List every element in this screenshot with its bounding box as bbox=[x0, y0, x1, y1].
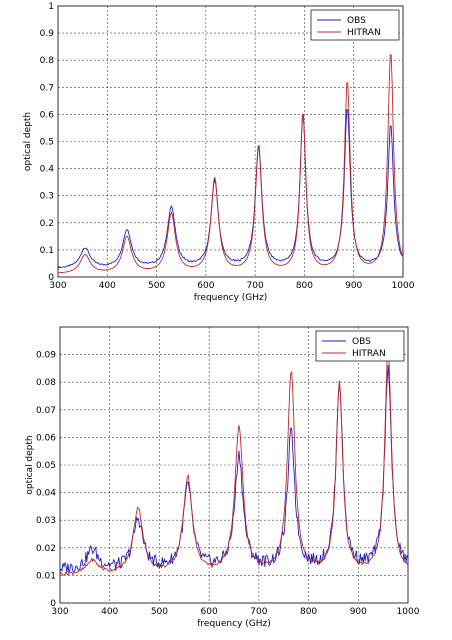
x-tick-label: 1000 bbox=[397, 607, 420, 617]
y-tick-label: 0.01 bbox=[36, 571, 56, 581]
x-axis-label: frequency (GHz) bbox=[197, 619, 271, 629]
legend-entry-hitran: HITRAN bbox=[352, 349, 386, 359]
y-tick-label: 0.7 bbox=[40, 83, 54, 93]
y-axis-label: optical depth bbox=[23, 112, 33, 171]
legend: OBS HITRAN bbox=[315, 330, 405, 362]
y-tick-label: 0.2 bbox=[40, 219, 54, 229]
legend-entry-hitran: HITRAN bbox=[347, 28, 381, 38]
y-tick-label: 0.03 bbox=[36, 516, 56, 526]
y-tick-label: 0.02 bbox=[36, 544, 56, 554]
y-tick-label: 0 bbox=[50, 599, 56, 609]
legend-entry-obs: OBS bbox=[347, 16, 366, 26]
y-tick-label: 1 bbox=[48, 2, 54, 12]
series-line-obs bbox=[57, 108, 404, 269]
x-tick-label: 400 bbox=[101, 607, 118, 617]
series-line-obs bbox=[59, 364, 409, 574]
x-tick-label: 600 bbox=[201, 607, 218, 617]
x-tick-label: 800 bbox=[300, 607, 317, 617]
y-axis-label: optical depth bbox=[25, 435, 35, 494]
x-tick-label: 600 bbox=[197, 281, 214, 291]
chart-bottom: 300 400 500 600 700 800 900 1000 0 0.01 0.02 0.03 0… bbox=[25, 326, 420, 629]
y-tick-label: 0.5 bbox=[40, 138, 54, 148]
y-tick-label: 0.6 bbox=[40, 110, 55, 120]
y-tick-label: 0.06 bbox=[36, 433, 56, 443]
x-tick-label: 500 bbox=[151, 607, 168, 617]
x-tick-label: 900 bbox=[350, 607, 367, 617]
x-tick-label: 300 bbox=[51, 607, 68, 617]
x-tick-label: 700 bbox=[247, 281, 264, 291]
x-tick-label: 800 bbox=[296, 281, 313, 291]
series-line-hitran bbox=[59, 347, 409, 576]
x-tick-label: 1000 bbox=[392, 281, 415, 291]
chart-top: 300 400 500 600 700 800 900 1000 0 0.1 0.2 0.3 0.4 0… bbox=[23, 2, 415, 303]
y-tick-label: 0 bbox=[48, 273, 54, 283]
legend: OBS HITRAN bbox=[310, 9, 400, 41]
y-tick-label: 0.3 bbox=[40, 192, 54, 202]
plot-frame bbox=[57, 5, 404, 278]
x-tick-label: 500 bbox=[148, 281, 165, 291]
x-tick-label: 300 bbox=[49, 281, 66, 291]
y-tick-label: 0.4 bbox=[40, 165, 55, 175]
x-tick-label: 700 bbox=[250, 607, 267, 617]
y-tick-label: 0.09 bbox=[36, 351, 56, 361]
y-tick-label: 0.08 bbox=[36, 378, 56, 388]
x-tick-label: 900 bbox=[345, 281, 362, 291]
legend-entry-obs: OBS bbox=[352, 337, 371, 347]
y-tick-label: 0.9 bbox=[40, 29, 55, 39]
y-tick-label: 0.05 bbox=[36, 461, 56, 471]
y-tick-label: 0.04 bbox=[36, 489, 56, 499]
y-tick-label: 0.07 bbox=[36, 406, 56, 416]
series-line-hitran bbox=[57, 54, 404, 274]
x-tick-label: 400 bbox=[99, 281, 116, 291]
y-tick-label: 0.8 bbox=[40, 56, 55, 66]
x-axis-label: frequency (GHz) bbox=[194, 293, 268, 303]
y-tick-label: 0.1 bbox=[40, 246, 54, 256]
plot-frame bbox=[59, 326, 409, 604]
